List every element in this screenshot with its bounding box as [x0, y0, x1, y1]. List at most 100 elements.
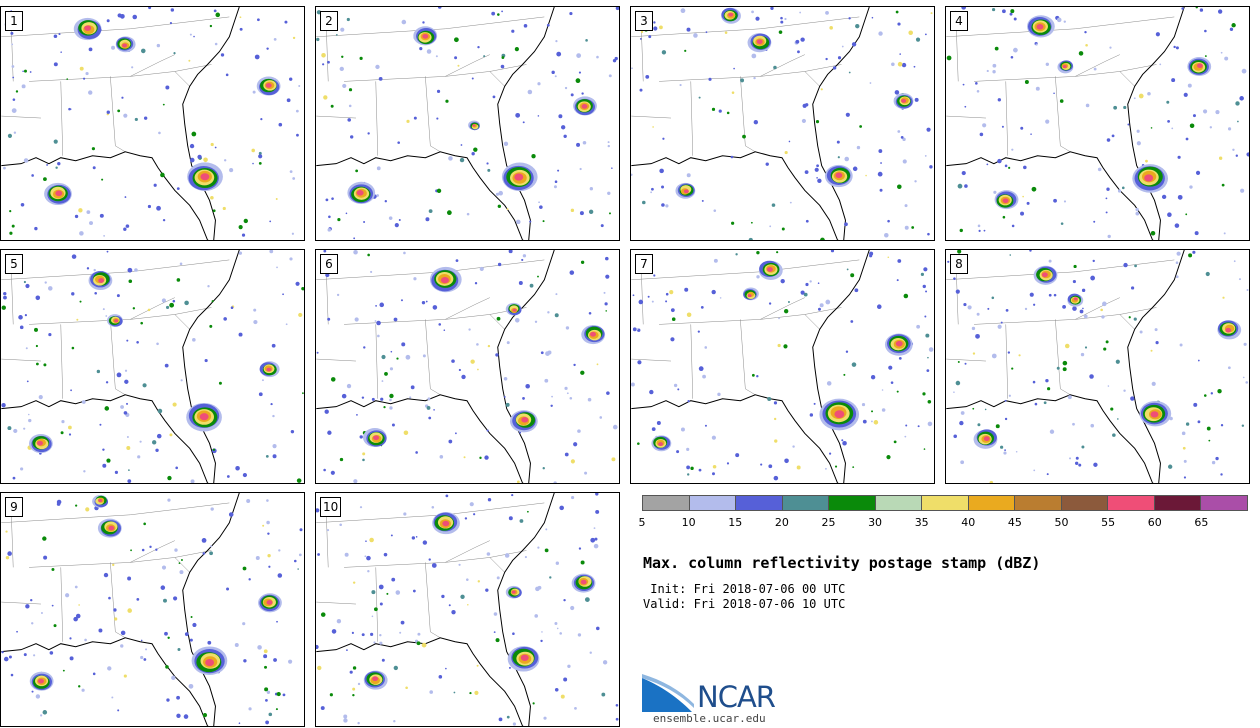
reflectivity-cell	[317, 665, 322, 671]
reflectivity-cell	[740, 78, 745, 83]
reflectivity-cell	[1004, 449, 1006, 451]
reflectivity-cell	[637, 360, 642, 365]
reflectivity-cell	[1074, 461, 1079, 465]
reflectivity-cell	[477, 580, 480, 583]
reflectivity-cell	[554, 75, 557, 78]
reflectivity-colorbar	[642, 495, 1248, 511]
reflectivity-cell	[317, 553, 320, 556]
reflectivity-cell	[803, 292, 808, 297]
reflectivity-cell	[401, 342, 406, 347]
reflectivity-cell	[140, 639, 143, 642]
reflectivity-cell	[359, 435, 363, 439]
reflectivity-cell	[152, 440, 157, 445]
reflectivity-cell	[271, 343, 276, 348]
reflectivity-cell	[922, 392, 926, 396]
reflectivity-cell	[797, 50, 800, 54]
colorbar-tick-label: 20	[774, 516, 789, 529]
reflectivity-cell	[756, 275, 760, 279]
reflectivity-cell	[383, 406, 386, 409]
reflectivity-cell	[394, 223, 399, 228]
reflectivity-cell	[1150, 230, 1156, 236]
reflectivity-cell	[466, 212, 470, 216]
reflectivity-cell	[292, 177, 296, 180]
storm-cluster	[114, 319, 119, 323]
reflectivity-cell	[1043, 401, 1047, 405]
reflectivity-cell	[569, 396, 573, 400]
reflectivity-cell	[876, 304, 882, 309]
reflectivity-cell	[342, 83, 347, 89]
reflectivity-cell	[399, 631, 402, 634]
reflectivity-cell	[165, 665, 169, 669]
reflectivity-cell	[908, 30, 913, 36]
reflectivity-cell	[275, 708, 278, 711]
reflectivity-cell	[170, 8, 175, 12]
reflectivity-cell	[38, 395, 43, 400]
reflectivity-cell	[252, 162, 254, 165]
reflectivity-cell	[343, 714, 348, 719]
reflectivity-cell	[99, 423, 102, 426]
reflectivity-cell	[328, 215, 331, 219]
reflectivity-cell	[361, 633, 365, 637]
reflectivity-cell	[531, 154, 536, 159]
reflectivity-cell	[1053, 293, 1057, 297]
logo-url: ensemble.ucar.edu	[653, 712, 766, 725]
reflectivity-cell	[96, 369, 101, 374]
reflectivity-cell	[851, 42, 857, 47]
reflectivity-cell	[570, 605, 575, 611]
reflectivity-cell	[241, 233, 246, 237]
ensemble-member-panel: 10	[315, 492, 620, 727]
state-border	[489, 71, 505, 87]
reflectivity-cell	[242, 566, 247, 571]
reflectivity-cell	[594, 537, 598, 541]
reflectivity-cell	[511, 493, 514, 497]
reflectivity-cell	[479, 456, 482, 460]
reflectivity-cell	[415, 536, 418, 538]
reflectivity-cell	[443, 329, 446, 332]
state-border	[804, 314, 820, 330]
reflectivity-cell	[542, 467, 545, 470]
reflectivity-cell	[582, 140, 587, 145]
reflectivity-cell	[371, 590, 376, 595]
reflectivity-cell	[31, 690, 34, 693]
state-border	[316, 16, 545, 37]
reflectivity-cell	[266, 690, 271, 694]
reflectivity-cell	[1135, 207, 1139, 212]
reflectivity-cell	[331, 197, 334, 200]
reflectivity-cell	[412, 589, 416, 593]
colorbar-segment	[1015, 496, 1062, 510]
colorbar-ticks: 5 10 15 20 25 30 35 40 45 50 55 60 65	[639, 516, 1248, 530]
colorbar-tick-label: 35	[914, 516, 929, 529]
storm-cluster	[356, 190, 364, 196]
reflectivity-cell	[158, 131, 161, 135]
storm-cluster	[1036, 24, 1044, 30]
reflectivity-cell	[600, 224, 604, 228]
reflectivity-cell	[595, 626, 600, 631]
reflectivity-cell	[379, 302, 385, 308]
reflectivity-cell	[258, 161, 262, 165]
reflectivity-cell	[381, 658, 385, 662]
reflectivity-cell	[1133, 97, 1136, 100]
reflectivity-cell	[455, 432, 457, 435]
reflectivity-cell	[927, 400, 932, 404]
reflectivity-cell	[477, 368, 479, 371]
reflectivity-cell	[46, 164, 48, 166]
reflectivity-cell	[177, 647, 181, 651]
reflectivity-cell	[1049, 429, 1055, 434]
reflectivity-cell	[81, 400, 86, 404]
coastline	[316, 7, 555, 240]
reflectivity-cell	[693, 33, 698, 38]
reflectivity-cell	[455, 259, 459, 262]
storm-cluster	[683, 189, 689, 194]
reflectivity-cell	[453, 691, 456, 694]
reflectivity-cell	[632, 327, 637, 332]
reflectivity-cell	[20, 467, 24, 471]
storm-cluster	[372, 676, 379, 682]
reflectivity-cell	[1218, 156, 1223, 160]
reflectivity-cell	[570, 459, 575, 464]
reflectivity-cell	[506, 715, 510, 719]
member-number-label: 3	[635, 11, 653, 31]
reflectivity-cell	[27, 413, 30, 416]
reflectivity-cell	[5, 555, 10, 560]
reflectivity-cell	[537, 82, 541, 86]
reflectivity-cell	[81, 688, 85, 692]
